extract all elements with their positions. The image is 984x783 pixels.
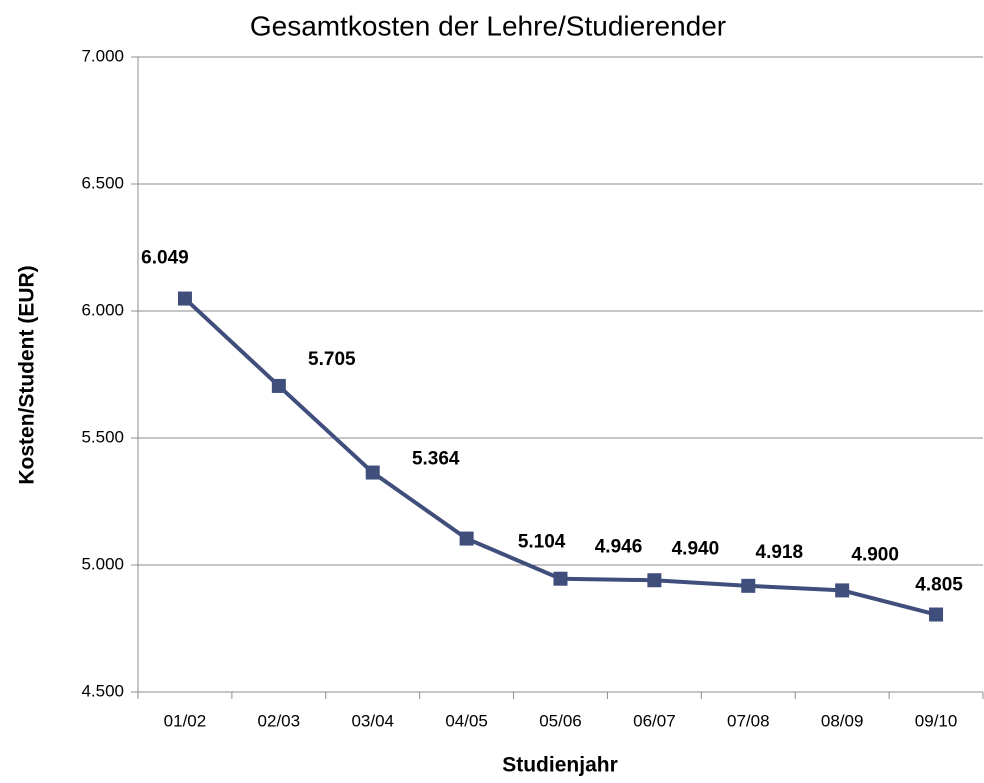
y-tick-label: 7.000 xyxy=(81,46,124,65)
x-axis-label: Studienjahr xyxy=(502,754,618,777)
x-tick-label: 07/08 xyxy=(727,711,770,730)
marker xyxy=(459,531,474,546)
y-tick-label: 5.500 xyxy=(81,427,124,446)
marker xyxy=(177,291,192,306)
x-tick-label: 05/06 xyxy=(539,711,582,730)
data-label: 4.940 xyxy=(672,538,720,559)
marker xyxy=(835,583,850,598)
y-tick-label: 6.000 xyxy=(81,300,124,319)
chart-title: Gesamtkosten der Lehre/Studierender xyxy=(250,10,726,41)
marker xyxy=(741,578,756,593)
marker xyxy=(553,571,568,586)
data-label: 4.900 xyxy=(851,544,899,565)
data-label: 4.805 xyxy=(915,575,963,596)
x-tick-label: 01/02 xyxy=(164,711,207,730)
x-tick-label: 06/07 xyxy=(633,711,676,730)
marker xyxy=(929,607,944,622)
marker xyxy=(271,378,286,393)
data-label: 5.104 xyxy=(518,532,566,553)
data-label: 4.918 xyxy=(756,542,804,563)
data-label: 5.364 xyxy=(412,449,460,470)
x-tick-label: 04/05 xyxy=(445,711,488,730)
marker xyxy=(647,573,662,588)
x-tick-label: 03/04 xyxy=(351,711,394,730)
x-tick-label: 08/09 xyxy=(821,711,864,730)
y-tick-label: 5.000 xyxy=(81,554,124,573)
x-tick-label: 02/03 xyxy=(258,711,301,730)
data-label: 4.946 xyxy=(595,537,643,558)
data-label: 6.049 xyxy=(141,248,189,269)
y-axis-label: Kosten/Student (EUR) xyxy=(16,265,39,484)
y-tick-label: 4.500 xyxy=(81,681,124,700)
y-tick-label: 6.500 xyxy=(81,173,124,192)
x-tick-label: 09/10 xyxy=(915,711,958,730)
data-label: 5.705 xyxy=(308,349,356,370)
line xyxy=(183,297,937,617)
marker xyxy=(365,465,380,480)
